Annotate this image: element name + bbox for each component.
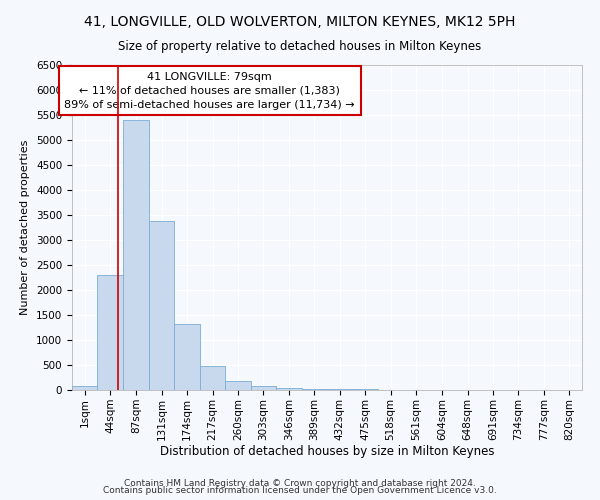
X-axis label: Distribution of detached houses by size in Milton Keynes: Distribution of detached houses by size … (160, 446, 494, 458)
Bar (200, 366, 225, 390)
Bar (175, 324, 200, 390)
Y-axis label: Number of detached properties: Number of detached properties (20, 140, 31, 315)
Bar (123, 120, 149, 390)
Bar (72, 386, 97, 390)
Text: Contains public sector information licensed under the Open Government Licence v3: Contains public sector information licen… (103, 486, 497, 495)
Bar (149, 221, 175, 390)
Text: Contains HM Land Registry data © Crown copyright and database right 2024.: Contains HM Land Registry data © Crown c… (124, 478, 476, 488)
Bar (276, 388, 302, 390)
Bar (327, 389, 352, 390)
Bar (225, 380, 251, 390)
Bar (352, 389, 378, 390)
Bar (97, 275, 123, 390)
Bar (302, 388, 327, 390)
Text: 41 LONGVILLE: 79sqm
← 11% of detached houses are smaller (1,383)
89% of semi-det: 41 LONGVILLE: 79sqm ← 11% of detached ho… (64, 72, 355, 110)
Text: 41, LONGVILLE, OLD WOLVERTON, MILTON KEYNES, MK12 5PH: 41, LONGVILLE, OLD WOLVERTON, MILTON KEY… (85, 15, 515, 29)
Text: Size of property relative to detached houses in Milton Keynes: Size of property relative to detached ho… (118, 40, 482, 53)
Bar (251, 386, 276, 390)
